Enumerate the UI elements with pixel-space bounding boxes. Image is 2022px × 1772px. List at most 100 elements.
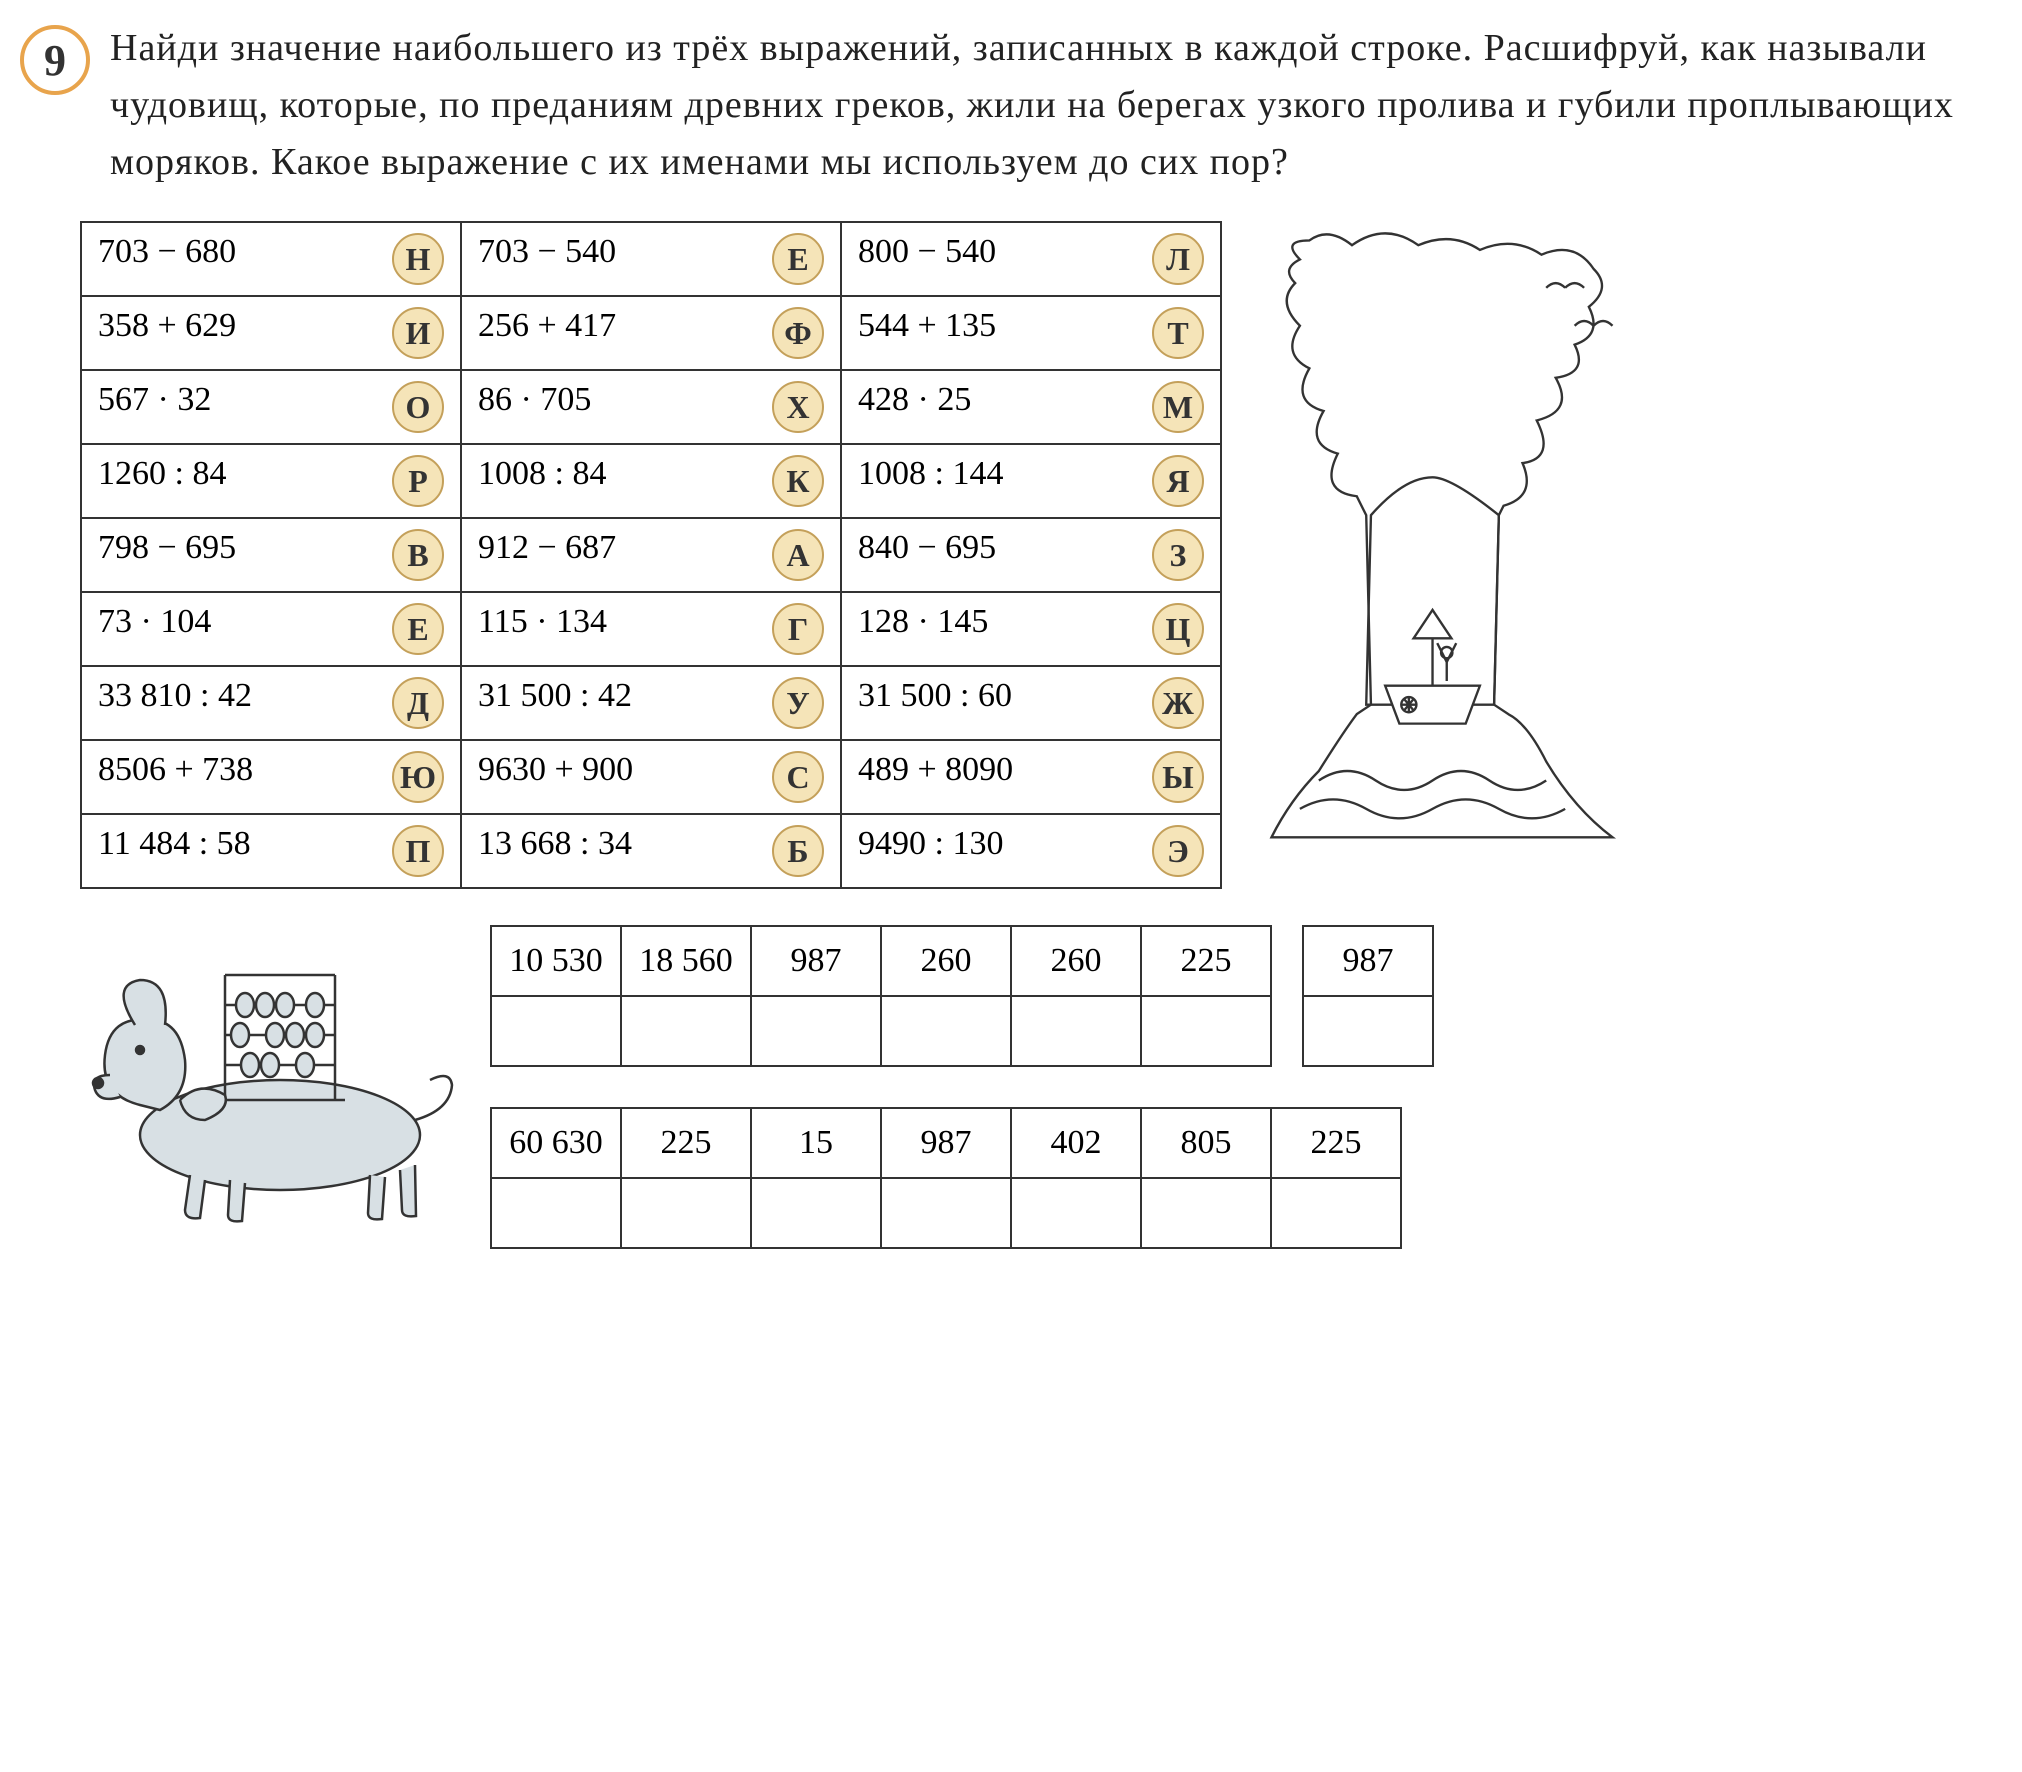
letter-badge: Г [772,603,824,655]
expression-cell: 9630 + 900С [461,740,841,814]
letter-badge: О [392,381,444,433]
expression-cell: 544 + 135Т [841,296,1221,370]
expression-cell: 9490 : 130 Э [841,814,1221,888]
letter-badge: Л [1152,233,1204,285]
cliff-ship-illustration [1252,221,1632,890]
answer-table-1a: 10 53018 560987260260225 [490,925,1272,1067]
expression-text: 11 484 : 58 [98,825,338,863]
task-text: Найди значение наибольшего из трёх выраж… [110,20,2002,191]
letter-badge: Э [1152,825,1204,877]
letter-badge: К [772,455,824,507]
expression-text: 31 500 : 42 [478,677,718,715]
expression-cell: 73 · 104Е [81,592,461,666]
answer-table-1b: 987 [1302,925,1434,1067]
answer-number-cell: 260 [881,926,1011,996]
dog-abacus-illustration [80,925,460,1230]
answer-number-cell: 225 [1141,926,1271,996]
expression-cell: 567 · 32 О [81,370,461,444]
expression-cell: 840 − 695 З [841,518,1221,592]
expression-text: 703 − 680 [98,233,338,271]
answer-letter-cell [1011,996,1141,1066]
expression-text: 115 · 134 [478,603,718,641]
letter-badge: У [772,677,824,729]
letter-badge: Б [772,825,824,877]
letter-badge: Ж [1152,677,1204,729]
expression-text: 358 + 629 [98,307,338,345]
expression-text: 1008 : 84 [478,455,718,493]
expression-text: 1008 : 144 [858,455,1098,493]
expression-text: 33 810 : 42 [98,677,338,715]
letter-badge: В [392,529,444,581]
answer-number-cell: 225 [621,1108,751,1178]
expression-cell: 33 810 : 42 Д [81,666,461,740]
expression-text: 1260 : 84 [98,455,338,493]
answer-number-cell: 10 530 [491,926,621,996]
letter-badge: Е [392,603,444,655]
answer-number-cell: 225 [1271,1108,1401,1178]
expression-text: 8506 + 738 [98,751,338,789]
expression-cell: 256 + 417 Ф [461,296,841,370]
dog-abacus-icon [80,925,460,1225]
expression-cell: 11 484 : 58 П [81,814,461,888]
letter-badge: Д [392,677,444,729]
letter-badge: А [772,529,824,581]
expression-row: 33 810 : 42 Д 31 500 : 42 У 31 500 : 60 Ж [81,666,1221,740]
answer-letter-cell [1303,996,1433,1066]
letter-badge: Ф [772,307,824,359]
answer-number-cell: 15 [751,1108,881,1178]
answer-table-2: 60 63022515987402805225 [490,1107,1402,1249]
expression-cell: 358 + 629И [81,296,461,370]
expression-text: 128 · 145 [858,603,1098,641]
expression-text: 800 − 540 [858,233,1098,271]
expression-text: 798 − 695 [98,529,338,567]
letter-badge: Х [772,381,824,433]
expression-text: 31 500 : 60 [858,677,1098,715]
expression-cell: 128 · 145 Ц [841,592,1221,666]
expression-text: 256 + 417 [478,307,718,345]
letter-badge: З [1152,529,1204,581]
expression-row: 703 − 680Н 703 − 540 Е 800 − 540 Л [81,222,1221,296]
letter-badge: Я [1152,455,1204,507]
letter-badge: М [1152,381,1204,433]
expression-cell: 798 − 695 В [81,518,461,592]
answer-number-cell: 987 [881,1108,1011,1178]
answer-number-cell: 987 [751,926,881,996]
answer-letter-cell [751,1178,881,1248]
letter-badge: Ц [1152,603,1204,655]
answer-letter-cell [621,996,751,1066]
expression-row: 567 · 32О86 · 705Х428 · 25М [81,370,1221,444]
expression-cell: 31 500 : 42 У [461,666,841,740]
answer-letter-cell [1011,1178,1141,1248]
cliff-ship-icon [1262,231,1622,875]
letter-badge: Е [772,233,824,285]
expression-cell: 1260 : 84Р [81,444,461,518]
expression-cell: 912 − 687А [461,518,841,592]
expression-text: 840 − 695 [858,529,1098,567]
answer-number-cell: 987 [1303,926,1433,996]
letter-badge: П [392,825,444,877]
answer-letter-cell [881,1178,1011,1248]
expression-cell: 1008 : 84 К [461,444,841,518]
answer-number-cell: 60 630 [491,1108,621,1178]
expression-cell: 703 − 680Н [81,222,461,296]
answer-letter-cell [491,996,621,1066]
expression-text: 703 − 540 [478,233,718,271]
answer-letter-cell [1271,1178,1401,1248]
expression-text: 567 · 32 [98,381,338,419]
task-header: 9 Найди значение наибольшего из трёх выр… [20,20,2002,191]
expression-cell: 115 · 134 Г [461,592,841,666]
expression-table: 703 − 680Н 703 − 540 Е 800 − 540 Л 358 + 629И… [80,221,1222,889]
expression-text: 9490 : 130 [858,825,1098,863]
expression-cell: 8506 + 738Ю [81,740,461,814]
expression-row: 11 484 : 58 П 13 668 : 34 Б 9490 : 130 Э [81,814,1221,888]
answer-letter-cell [1141,1178,1271,1248]
answer-number-cell: 18 560 [621,926,751,996]
expression-text: 13 668 : 34 [478,825,718,863]
expression-text: 489 + 8090 [858,751,1098,789]
expression-row: 798 − 695 В 912 − 687А 840 − 695 З [81,518,1221,592]
answer-letter-cell [491,1178,621,1248]
expression-row: 73 · 104Е 115 · 134 Г 128 · 145 Ц [81,592,1221,666]
answer-letter-cell [621,1178,751,1248]
answer-number-cell: 805 [1141,1108,1271,1178]
expression-cell: 703 − 540 Е [461,222,841,296]
